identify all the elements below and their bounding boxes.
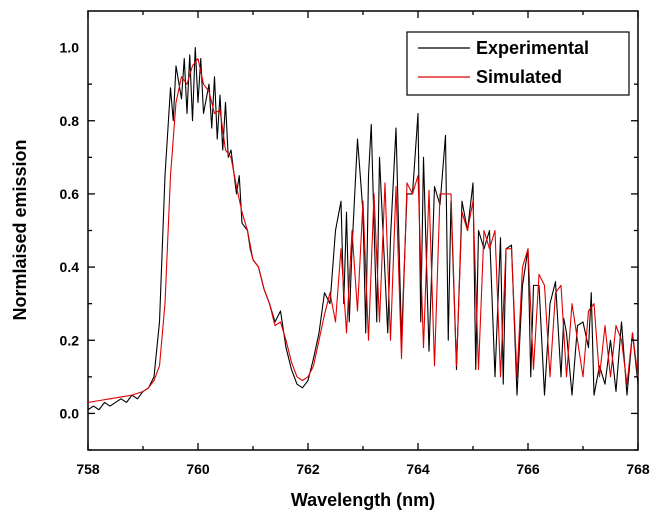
series-layer [87, 47, 639, 411]
legend-label-experimental: Experimental [476, 38, 589, 58]
legend: Experimental Simulated [406, 31, 630, 96]
y-tick-label: 1.0 [60, 40, 80, 56]
y-tick-label: 0.0 [60, 405, 80, 421]
y-tick-label: 0.2 [60, 332, 80, 348]
y-tick-label: 0.6 [60, 186, 80, 202]
legend-label-simulated: Simulated [476, 67, 562, 87]
x-tick-label: 758 [76, 461, 100, 477]
tick-labels: 758 760 762 764 766 768 0.0 0.2 0.4 0.6 0.8 1.0 [60, 40, 650, 477]
series-line-simulated [87, 58, 639, 403]
series-line-experimental [87, 47, 639, 411]
x-tick-label: 766 [516, 461, 540, 477]
ticks-layer [87, 11, 639, 451]
y-axis-title: Normlaised emission [10, 139, 30, 320]
plot-area: 758 760 762 764 766 768 0.0 0.2 0.4 0.6 0.8 1.0 [60, 10, 650, 477]
legend-box [406, 31, 630, 96]
x-tick-label: 768 [626, 461, 650, 477]
y-tick-label: 0.8 [60, 113, 80, 129]
x-tick-label: 762 [296, 461, 320, 477]
x-tick-label: 760 [186, 461, 210, 477]
x-tick-label: 764 [406, 461, 430, 477]
y-tick-label: 0.4 [60, 259, 80, 275]
x-axis-title: Wavelength (nm) [291, 490, 435, 510]
